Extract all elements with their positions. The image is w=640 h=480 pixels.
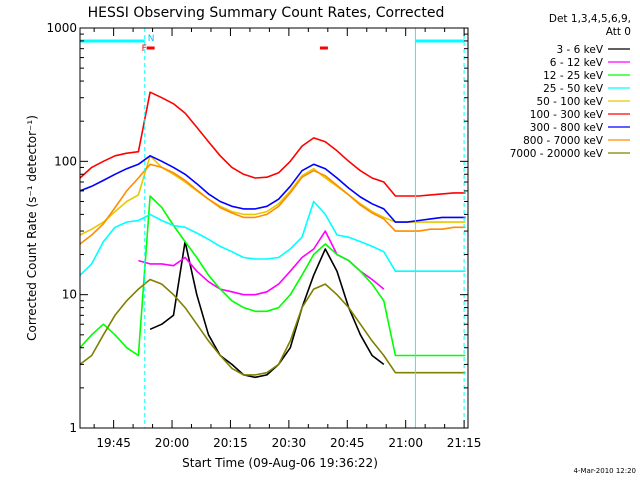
x-tick-label-0: 19:45 <box>96 436 131 450</box>
series-line-2 <box>79 195 466 357</box>
x-tick-label-1: 20:00 <box>155 436 190 450</box>
legend-label-1: 6 - 12 keV <box>550 57 604 69</box>
legend-label-0: 3 - 6 keV <box>556 44 603 56</box>
legend-header-detectors: Det 1,3,4,5,6,9, <box>549 13 631 25</box>
legend-label-5: 100 - 300 keV <box>530 109 604 121</box>
legend-label-6: 300 - 800 keV <box>530 122 604 134</box>
y-tick-label-0: 1 <box>69 421 77 435</box>
legend-label-3: 25 - 50 keV <box>543 83 604 95</box>
y-tick-label-2: 100 <box>54 154 77 168</box>
legend-label-8: 7000 - 20000 keV <box>510 148 604 160</box>
night-label: N <box>148 34 155 44</box>
series-line-0 <box>149 240 385 379</box>
legend-label-2: 12 - 25 keV <box>543 70 604 82</box>
series-line-7 <box>79 163 466 245</box>
x-tick-label-2: 20:15 <box>213 436 248 450</box>
y-tick-label-3: 1000 <box>46 21 77 35</box>
y-axis-label: Corrected Count Rate (s⁻¹ detector⁻¹) <box>25 115 39 341</box>
legend-label-4: 50 - 100 keV <box>536 96 603 108</box>
series-line-5 <box>79 91 466 197</box>
x-tick-label-4: 20:45 <box>330 436 365 450</box>
x-tick-label-5: 21:00 <box>388 436 423 450</box>
series-line-8 <box>79 278 466 376</box>
legend-header-attenuator: Att 0 <box>606 26 631 38</box>
legend-label-7: 800 - 7000 keV <box>523 135 604 147</box>
flare-label: F <box>142 44 147 54</box>
x-tick-label-3: 20:30 <box>272 436 307 450</box>
series-line-3 <box>79 200 466 276</box>
chart-title: HESSI Observing Summary Count Rates, Cor… <box>88 5 445 21</box>
plot-area: FN 1 10 100 1000 19:45 20:00 20:15 20:30 20:45 21:… <box>46 21 481 450</box>
plot-frame <box>79 27 469 429</box>
series-line-6 <box>79 155 466 223</box>
x-tick-label-6: 21:15 <box>447 436 482 450</box>
series-line-1 <box>138 230 385 296</box>
x-axis-label: Start Time (09-Aug-06 19:36:22) <box>182 456 378 470</box>
timestamp: 4-Mar-2010 12:20 <box>574 467 636 475</box>
y-tick-label-1: 10 <box>62 288 77 302</box>
